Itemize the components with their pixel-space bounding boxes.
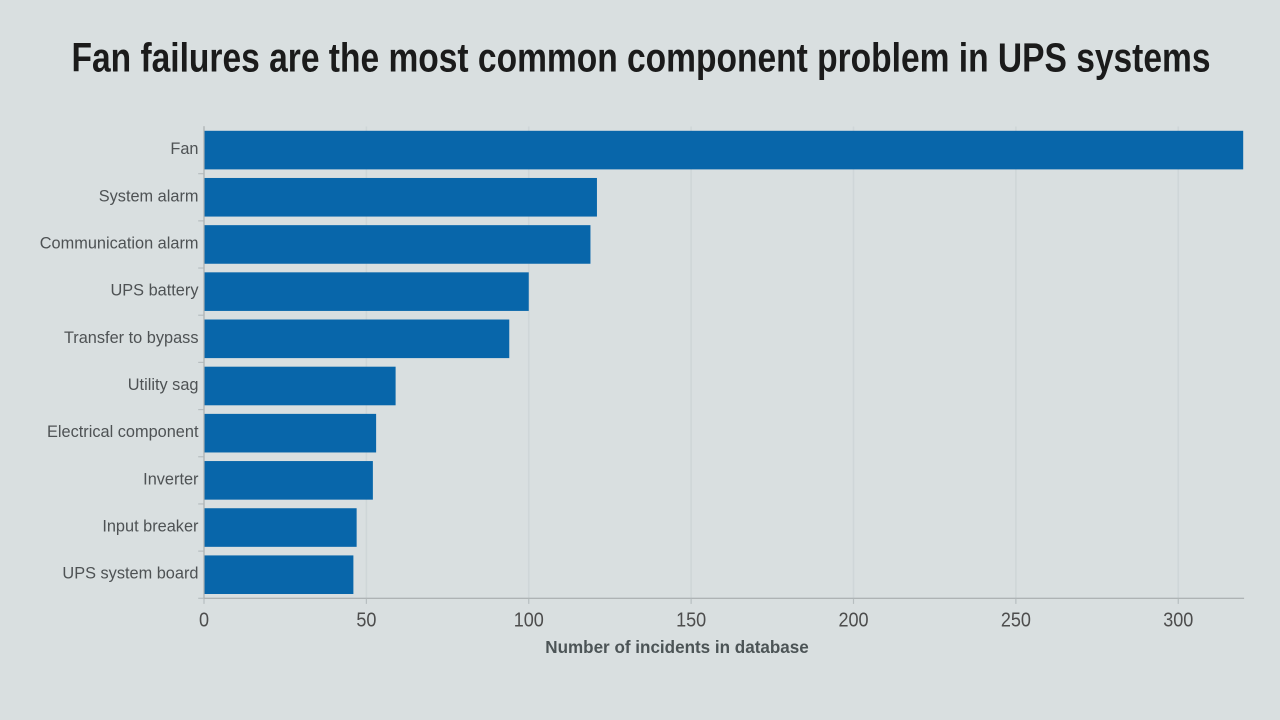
chart-title: Fan failures are the most common compone…	[72, 35, 1211, 81]
x-axis-line	[203, 597, 1245, 599]
y-axis-category-labels: Fan System alarm Communication alarm UPS ba…	[40, 139, 199, 583]
bar-inverter	[204, 461, 373, 500]
y-tick-boundary-9	[198, 550, 204, 552]
category-label-fan: Fan	[170, 139, 198, 158]
x-tick-label-0: 0	[199, 608, 209, 631]
bar-ups-system-board	[204, 555, 354, 595]
y-axis-line	[203, 126, 205, 599]
x-tick-200	[852, 598, 855, 604]
bar-ups-battery	[204, 272, 529, 311]
gridlines	[365, 126, 1180, 599]
gridline-x-100	[527, 126, 530, 599]
category-label-system-alarm: System alarm	[99, 186, 199, 205]
bar-system-alarm	[204, 177, 597, 217]
bar-transfer-to-bypass	[204, 319, 510, 359]
x-tick-label-300: 300	[1163, 608, 1193, 631]
bars	[204, 130, 1244, 595]
category-label-transfer-to-bypass: Transfer to bypass	[64, 328, 199, 347]
category-label-ups-system-board: UPS system board	[62, 564, 198, 583]
category-label-inverter: Inverter	[143, 469, 199, 488]
x-tick-label-50: 50	[356, 608, 376, 631]
gridline-x-50	[365, 126, 368, 599]
category-label-electrical-component: Electrical component	[47, 422, 199, 441]
bar-electrical-component	[204, 413, 377, 453]
category-label-communication-alarm: Communication alarm	[40, 233, 199, 252]
y-tick-boundary-2	[198, 220, 204, 222]
gridline-x-200	[852, 126, 855, 599]
x-tick-0	[203, 598, 205, 604]
category-label-input-breaker: Input breaker	[102, 517, 198, 536]
x-tick-150	[690, 598, 692, 604]
y-tick-boundary-4	[198, 314, 204, 316]
x-axis-title: Number of incidents in database	[545, 637, 809, 657]
bar-utility-sag	[204, 366, 396, 406]
x-tick-label-250: 250	[1001, 608, 1031, 631]
bar-communication-alarm	[204, 225, 591, 264]
y-tick-boundary-10	[198, 597, 204, 599]
bar-fan	[204, 130, 1244, 170]
x-tick-300	[1177, 598, 1179, 604]
bar-input-breaker	[204, 508, 357, 547]
gridline-x-250	[1015, 126, 1017, 599]
x-tick-label-200: 200	[838, 608, 868, 631]
x-tick-100	[528, 598, 530, 604]
x-tick-250	[1015, 598, 1017, 604]
category-label-utility-sag: Utility sag	[128, 375, 199, 394]
x-tick-label-150: 150	[676, 608, 706, 631]
x-tick-label-100: 100	[514, 608, 544, 631]
gridline-x-300	[1177, 126, 1180, 599]
gridline-x-150	[690, 126, 692, 599]
y-tick-boundary-7	[198, 456, 204, 458]
y-tick-boundary-8	[198, 503, 204, 505]
axes	[198, 126, 1245, 604]
y-tick-boundary-6	[198, 408, 204, 411]
y-tick-boundary-1	[198, 173, 204, 175]
y-tick-boundary-3	[198, 267, 204, 269]
x-axis-tick-labels: 0 50 100 150 200 250 300	[199, 608, 1193, 631]
y-tick-boundary-5	[198, 361, 204, 363]
x-tick-50	[365, 598, 367, 604]
category-label-ups-battery: UPS battery	[111, 281, 199, 300]
